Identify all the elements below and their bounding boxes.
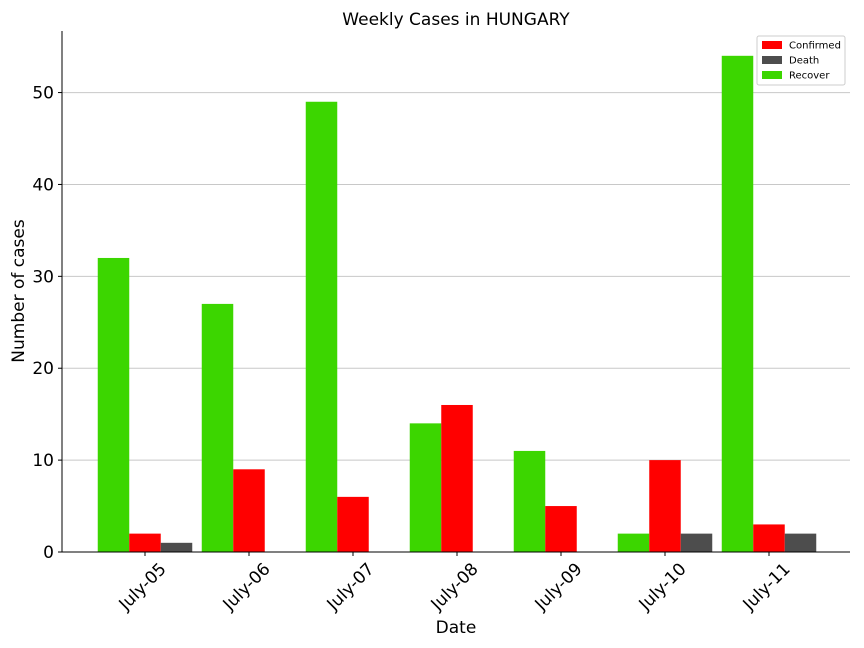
x-tick-labels: July-05 July-06 July-07 July-08 July-09 July-… [115,552,795,615]
bar-recover-july-09 [513,450,546,552]
bar-confirmed-july-07 [337,496,369,552]
bar-confirmed-july-10 [649,460,681,552]
axes [61,31,850,553]
y-tick-label: 40 [32,175,54,195]
y-tick-labels: 0 10 20 30 40 50 [32,84,62,563]
legend-label-recover: Recover [789,71,830,82]
x-axis-label: Date [436,618,477,638]
y-tick-label: 50 [32,84,54,104]
bars [97,55,817,553]
bar-recover-july-10 [617,533,650,552]
bar-confirmed-july-08 [441,404,473,552]
legend-label-confirmed: Confirmed [789,41,841,52]
x-tick-label: July-09 [531,559,587,615]
bar-death-july-11 [784,533,817,552]
bar-death-july-05 [160,542,193,552]
bar-confirmed-july-11 [753,524,785,552]
legend-swatch-confirmed [762,41,782,49]
bar-confirmed-july-09 [545,506,577,552]
bar-recover-july-07 [305,101,338,553]
y-tick-label: 0 [43,543,54,563]
bar-death-july-10 [680,533,713,552]
bar-recover-july-08 [409,423,442,552]
x-tick-label: July-06 [219,559,275,615]
bar-recover-july-11 [721,55,754,553]
y-tick-label: 20 [32,359,54,379]
y-tick-label: 10 [32,451,54,471]
x-tick-label: July-07 [323,559,379,615]
legend: Confirmed Death Recover [756,35,846,86]
legend-label-death: Death [789,56,819,67]
bar-confirmed-july-05 [129,533,161,552]
x-tick-label: July-10 [635,559,691,615]
bar-recover-july-06 [201,303,234,552]
y-axis-label: Number of cases [9,219,29,363]
bar-recover-july-05 [97,257,130,552]
x-tick-label: July-05 [115,559,171,615]
x-tick-label: July-11 [739,559,795,615]
y-tick-label: 30 [32,267,54,287]
x-tick-label: July-08 [427,559,483,615]
grid-lines [62,92,850,461]
legend-swatch-death [762,56,782,64]
legend-swatch-recover [762,71,782,79]
bar-confirmed-july-06 [233,469,265,552]
chart-title: Weekly Cases in HUNGARY [342,10,570,30]
